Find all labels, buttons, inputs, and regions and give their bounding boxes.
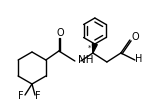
Text: H: H [135, 54, 143, 64]
Polygon shape [92, 43, 97, 53]
Text: O: O [131, 32, 139, 42]
Text: F: F [18, 91, 24, 101]
Text: *: * [88, 45, 92, 51]
Text: NH: NH [78, 55, 93, 65]
Text: F: F [35, 91, 41, 101]
Text: O: O [56, 28, 64, 38]
